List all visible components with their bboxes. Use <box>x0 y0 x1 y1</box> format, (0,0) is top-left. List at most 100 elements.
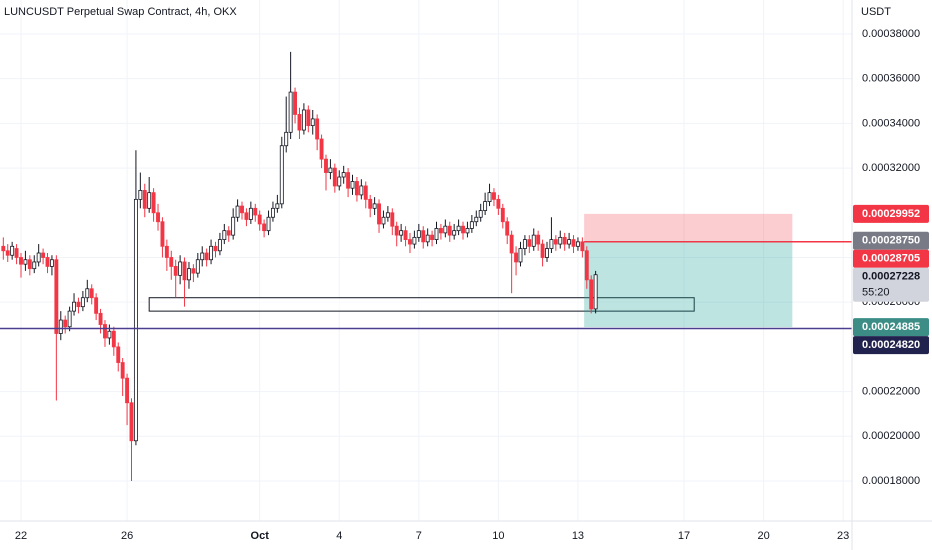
candle-body <box>319 138 324 160</box>
candle-body <box>200 252 205 261</box>
candle-body <box>151 192 156 214</box>
candle-body <box>116 346 121 363</box>
candle-body <box>235 205 240 218</box>
candle-body <box>562 236 567 245</box>
candle-body <box>257 214 262 225</box>
candle-body <box>49 259 54 267</box>
candle-body <box>509 234 514 254</box>
candle-body <box>337 176 342 187</box>
candle-body <box>160 221 165 247</box>
candle-body <box>483 201 488 211</box>
price-label-box <box>853 231 929 250</box>
x-tick-label: 26 <box>121 530 133 542</box>
candle-body <box>447 225 452 236</box>
candle-body <box>164 245 169 258</box>
candle-body <box>191 268 196 274</box>
candle-body <box>492 192 496 200</box>
candle-body <box>19 257 23 265</box>
candle-body <box>284 131 289 147</box>
plot-area <box>0 0 852 521</box>
x-tick-label: 23 <box>837 530 849 542</box>
candle-body <box>169 257 174 267</box>
candle-body <box>14 248 19 258</box>
zone-box <box>148 297 695 312</box>
chart-title: LUNCUSDT Perpetual Swap Contract, 4h, OK… <box>4 6 237 18</box>
candle-body <box>94 297 99 314</box>
y-tick-label: 0.00022000 <box>862 385 920 397</box>
candle-body <box>195 259 200 274</box>
y-tick-label: 0.00020000 <box>862 430 920 442</box>
candle-body <box>571 239 576 247</box>
candle-body <box>120 362 125 379</box>
x-tick-label: Oct <box>251 530 270 542</box>
candle-body <box>425 234 430 243</box>
stop-zone <box>584 213 793 241</box>
candle-body <box>324 158 328 173</box>
candle-body <box>217 239 222 252</box>
candle-body <box>350 181 355 189</box>
price-label: 0.00024885 <box>862 321 920 333</box>
price-label: 0.00028750 <box>862 235 920 247</box>
candle-body <box>209 245 214 261</box>
candle-body <box>412 236 417 245</box>
candle-body <box>390 212 395 227</box>
candle-body <box>182 261 187 281</box>
candle-body <box>89 288 94 299</box>
candle-body <box>240 205 244 214</box>
candle-body <box>63 319 68 328</box>
candle-body <box>584 250 589 281</box>
candle-body <box>310 118 315 127</box>
candle-body <box>297 114 302 131</box>
candle-body <box>377 203 381 225</box>
candle-body <box>496 198 501 209</box>
candle-body <box>54 259 59 334</box>
candle-body <box>540 243 545 258</box>
candle-body <box>253 207 258 216</box>
y-tick-label: 0.00038000 <box>862 28 920 40</box>
candle-body <box>505 221 510 236</box>
candle-body <box>107 330 112 339</box>
candle-body <box>332 167 337 187</box>
candle-body <box>222 230 227 241</box>
price-label-box <box>853 318 929 337</box>
candle-body <box>487 192 492 203</box>
candle-body <box>244 212 249 220</box>
x-tick-label: 7 <box>416 530 422 542</box>
candle-body <box>452 230 457 236</box>
candle-body <box>173 266 178 276</box>
candle-body <box>430 234 435 241</box>
price-label-box <box>853 204 929 223</box>
candle-body <box>558 236 563 245</box>
candle-body <box>10 245 15 256</box>
candle-body <box>500 207 505 223</box>
x-tick-label: 4 <box>336 530 342 542</box>
y-tick-label: 0.00032000 <box>862 162 920 174</box>
candle-body <box>178 261 183 276</box>
candle-body <box>363 185 368 200</box>
candle-body <box>421 230 426 243</box>
price-label-box <box>853 267 929 302</box>
candle-body <box>125 377 130 404</box>
candle-body <box>23 259 28 265</box>
candle-body <box>301 109 306 131</box>
candle-body <box>434 228 439 241</box>
candle-body <box>58 319 63 334</box>
candle-body <box>76 301 81 308</box>
candle-body <box>41 252 46 258</box>
candle-body <box>438 228 443 234</box>
candle-body <box>306 109 311 127</box>
candle-body <box>231 216 236 236</box>
x-tick-label: 13 <box>572 530 584 542</box>
candle-body <box>138 190 143 200</box>
price-label-box <box>853 336 929 355</box>
target-zone <box>584 240 793 328</box>
candle-body <box>368 198 373 209</box>
candle-body <box>275 203 280 209</box>
candle-body <box>399 230 404 236</box>
candle-body <box>129 402 134 442</box>
candle-body <box>32 261 37 270</box>
candle-body <box>593 274 598 310</box>
candle-body <box>315 118 320 140</box>
